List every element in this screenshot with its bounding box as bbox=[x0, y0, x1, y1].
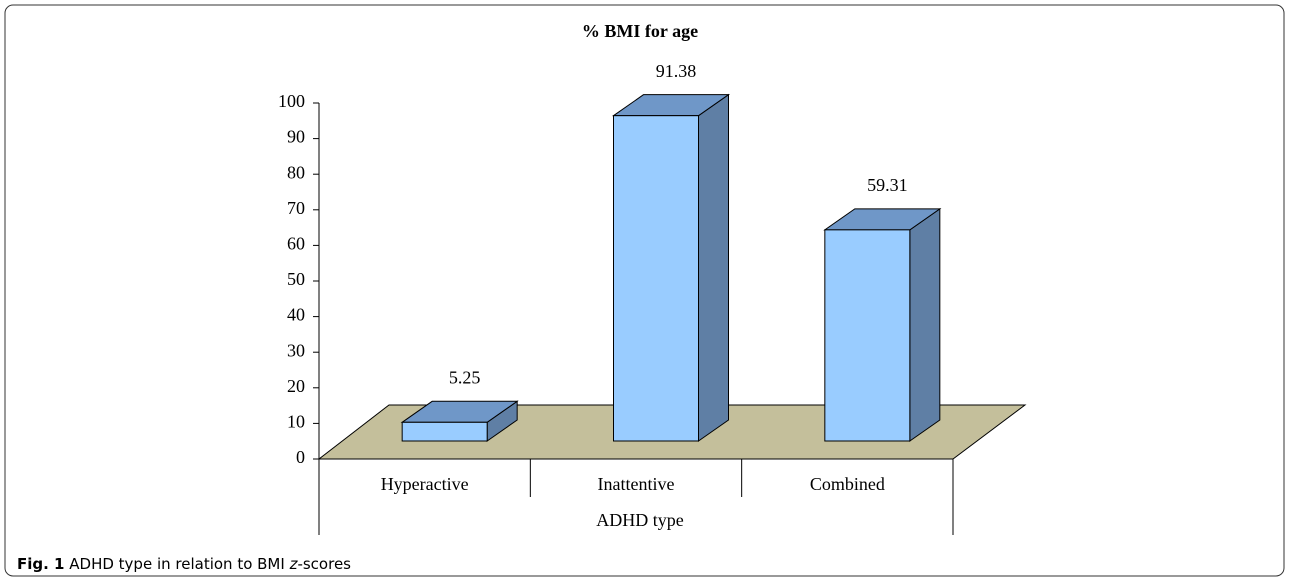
value-label: 59.31 bbox=[867, 175, 908, 195]
bar bbox=[401, 421, 488, 442]
y-tick-label: 80 bbox=[287, 162, 305, 182]
caption-label: Fig. 1 bbox=[17, 555, 64, 573]
y-tick-label: 30 bbox=[287, 340, 305, 360]
chart-title: % BMI for age bbox=[582, 21, 698, 41]
caption-text: -scores bbox=[297, 555, 351, 573]
value-label: 91.38 bbox=[656, 61, 697, 81]
value-label: 5.25 bbox=[449, 367, 481, 387]
bar bbox=[613, 115, 699, 442]
y-tick-label: 10 bbox=[287, 412, 305, 432]
x-tick-label: Inattentive bbox=[598, 474, 675, 494]
y-tick-label: 100 bbox=[278, 91, 305, 111]
caption: Fig. 1 ADHD type in relation to BMI z-sc… bbox=[17, 555, 351, 573]
y-tick-label: 50 bbox=[287, 269, 305, 289]
bar bbox=[824, 229, 911, 442]
y-tick-label: 40 bbox=[287, 305, 305, 325]
x-tick-label: Combined bbox=[810, 474, 885, 494]
y-tick-label: 20 bbox=[287, 376, 305, 396]
bar-side bbox=[698, 93, 729, 442]
x-axis-label: ADHD type bbox=[596, 510, 684, 530]
y-tick-label: 90 bbox=[287, 127, 305, 147]
y-tick-label: 0 bbox=[296, 447, 305, 467]
bar-side bbox=[909, 207, 941, 442]
caption-text: z bbox=[289, 555, 299, 573]
y-tick-label: 60 bbox=[287, 234, 305, 254]
figure-border bbox=[4, 4, 1285, 577]
x-tick-label: Hyperactive bbox=[381, 474, 469, 494]
y-tick-label: 70 bbox=[287, 198, 305, 218]
caption-text: ADHD type in relation to BMI bbox=[69, 555, 289, 573]
